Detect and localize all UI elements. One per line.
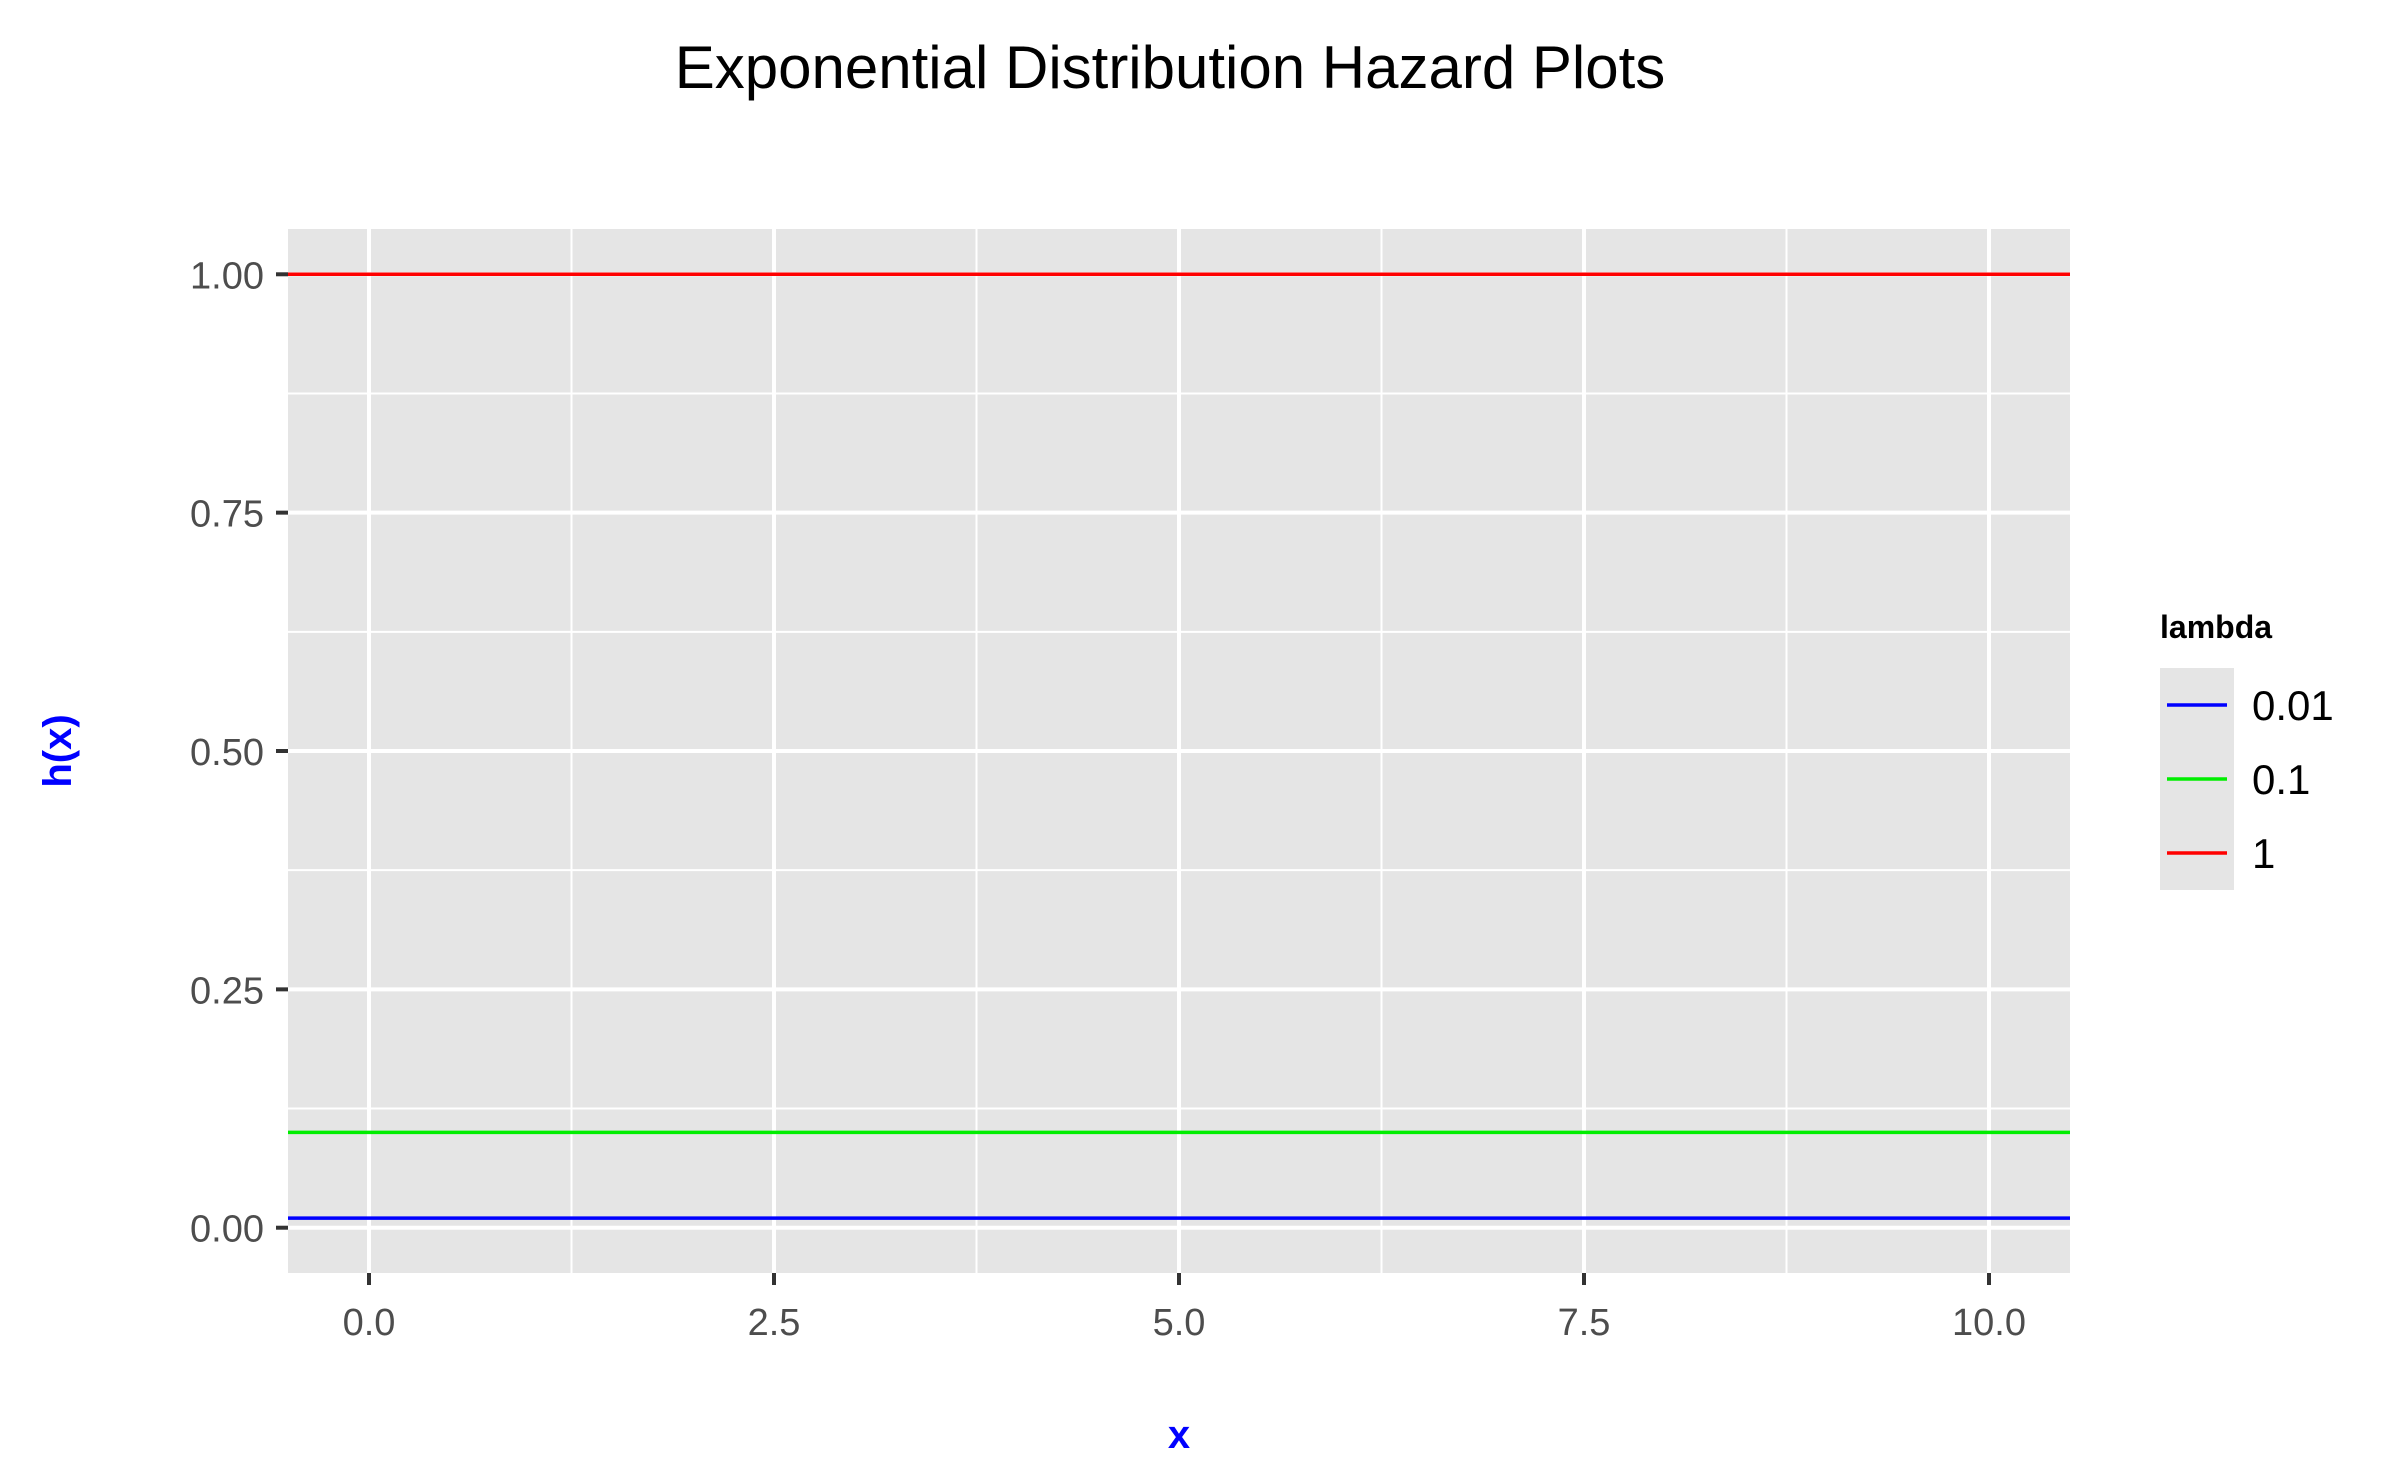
legend-items: 0.01 0.1 1 [2167,682,2334,877]
legend-title: lambda [2160,609,2272,645]
x-tick-label: 5.0 [1153,1302,1206,1344]
legend: lambda 0.01 0.1 1 [2160,609,2334,890]
series-lines [288,272,2070,1220]
legend-label: 1 [2252,830,2275,877]
legend-item: 0.1 [2167,756,2310,803]
legend-label: 0.1 [2252,756,2310,803]
y-tick-label: 0.00 [190,1209,264,1251]
x-axis-label: x [1168,1413,1190,1457]
legend-item: 1 [2167,830,2275,877]
y-tick-label: 0.25 [190,970,264,1012]
x-tick-label: 7.5 [1558,1302,1611,1344]
y-axis: 0.00 0.25 0.50 0.75 1.00 [190,255,288,1251]
y-tick-label: 0.50 [190,732,264,774]
x-tick-label: 2.5 [748,1302,801,1344]
y-tick-label: 1.00 [190,255,264,297]
legend-item: 0.01 [2167,682,2334,729]
x-axis: 0.0 2.5 5.0 7.5 10.0 [343,1273,2026,1344]
y-axis-label: h(x) [36,714,80,787]
x-tick-label: 10.0 [1952,1302,2026,1344]
legend-label: 0.01 [2252,682,2334,729]
chart-title: Exponential Distribution Hazard Plots [675,34,1666,101]
x-tick-label: 0.0 [343,1302,396,1344]
y-tick-label: 0.75 [190,494,264,536]
